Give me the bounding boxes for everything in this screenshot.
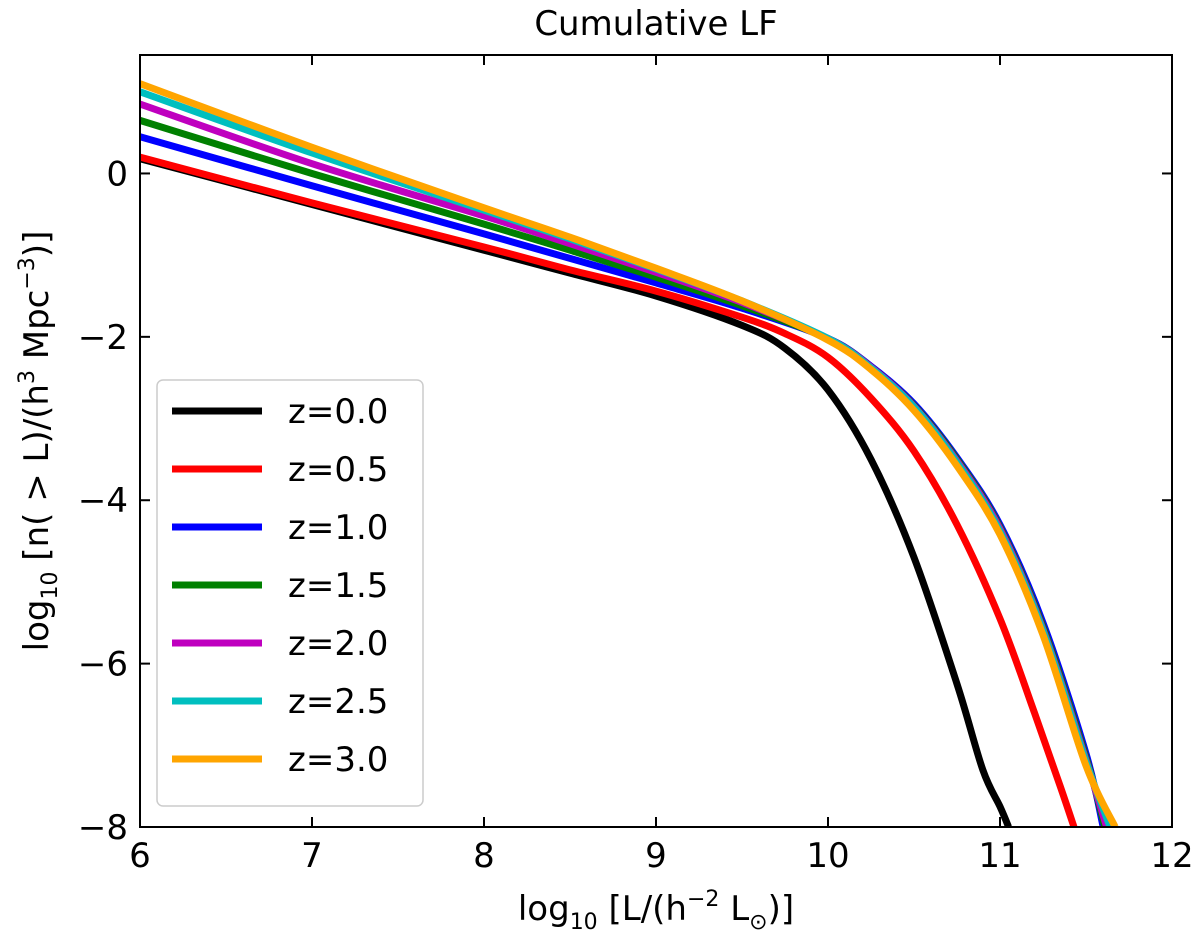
- legend-label: z=1.5: [288, 566, 388, 606]
- x-tick-label: 6: [129, 836, 151, 876]
- y-label-end: )]: [17, 231, 57, 258]
- legend-label: z=2.5: [288, 682, 388, 722]
- y-tick-label: 0: [106, 154, 128, 194]
- legend-label: z=3.0: [288, 740, 388, 780]
- x-axis-label: log10 [L/(h−2 L⊙)]: [518, 887, 794, 935]
- legend-label: z=2.0: [288, 624, 388, 664]
- y-axis-ticks: −8 −6 −4 −2 0: [78, 154, 1172, 848]
- y-label-sup-minus-3: −3: [15, 257, 40, 289]
- y-axis-label: log10 [n( > L)/(h3 Mpc−3)]: [15, 231, 63, 652]
- series-line-z0-5: [140, 153, 1078, 827]
- y-tick-label: −2: [78, 318, 128, 358]
- x-label-l: L: [719, 889, 749, 929]
- x-axis-ticks: 6 7 8 9 10 11 12: [129, 55, 1194, 876]
- y-tick-label: −4: [78, 481, 128, 521]
- x-tick-label: 8: [473, 836, 495, 876]
- series-layer: [140, 80, 1119, 827]
- y-tick-label: −8: [78, 808, 128, 848]
- legend-label: z=0.0: [288, 392, 388, 432]
- chart-title: Cumulative LF: [534, 4, 777, 44]
- x-tick-label: 10: [806, 836, 849, 876]
- x-label-log: log: [518, 889, 570, 929]
- x-label-sun-symbol: ⊙: [749, 910, 767, 935]
- x-tick-label: 9: [645, 836, 667, 876]
- y-label-log: log: [17, 600, 57, 652]
- x-label-sub-10: 10: [570, 910, 598, 935]
- x-label-mid: [L/(h: [598, 889, 687, 929]
- x-label-sup: −2: [687, 887, 719, 912]
- legend-label: z=0.5: [288, 450, 388, 490]
- y-label-mid: [n( > L)/(h: [17, 384, 57, 571]
- y-label-mpc: Mpc: [17, 290, 57, 370]
- legend: z=0.0 z=0.5 z=1.0 z=1.5 z=2.0 z=2.5 z=3.0: [156, 379, 424, 807]
- y-label-sub-10: 10: [38, 572, 63, 600]
- legend-label: z=1.0: [288, 508, 388, 548]
- y-tick-label: −6: [78, 645, 128, 685]
- series-line-z3-0: [140, 80, 1119, 827]
- legend-items: z=0.0 z=0.5 z=1.0 z=1.5 z=2.0 z=2.5 z=3.0: [172, 392, 388, 780]
- x-tick-label: 11: [978, 836, 1021, 876]
- x-tick-label: 12: [1150, 836, 1193, 876]
- y-label-sup-3: 3: [15, 370, 40, 384]
- x-tick-label: 7: [301, 836, 323, 876]
- x-label-end: )]: [768, 889, 795, 929]
